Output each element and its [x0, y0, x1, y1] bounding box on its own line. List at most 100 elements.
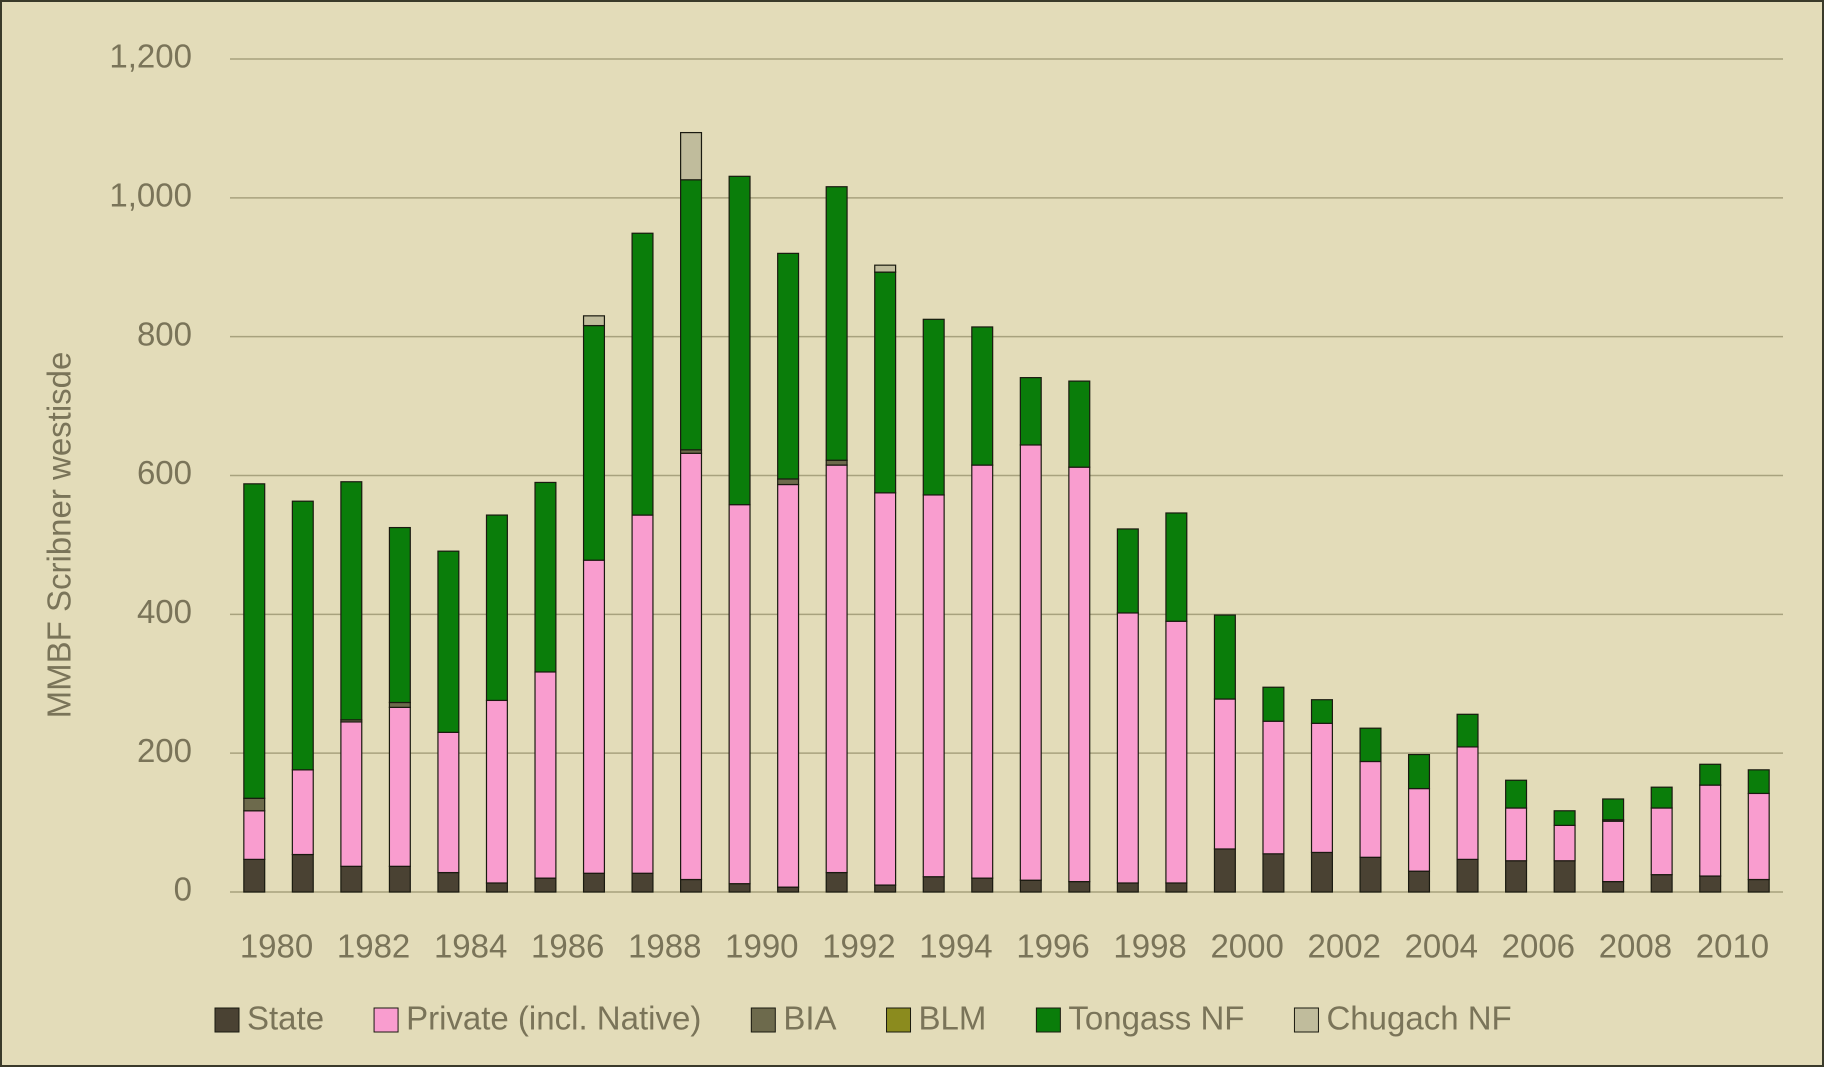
- bar-segment: [1310, 722, 1333, 854]
- bar-segment: [1553, 810, 1576, 826]
- bar-segment: [1359, 760, 1382, 858]
- bar-segment: [825, 459, 848, 466]
- bar-segment: [1699, 875, 1722, 893]
- bar-segment: [1602, 820, 1625, 883]
- bar-segment: [1553, 860, 1576, 893]
- bar-segment: [825, 464, 848, 874]
- bar-segment: [243, 797, 266, 812]
- x-tick-label: 1984: [434, 928, 507, 965]
- x-tick-label: 1982: [337, 928, 410, 965]
- bar-segment: [485, 882, 508, 893]
- bar-segment: [291, 853, 314, 893]
- legend-swatch: [373, 1007, 399, 1033]
- bar-segment: [680, 179, 703, 451]
- bar-segment: [534, 671, 557, 879]
- bar-segment: [243, 483, 266, 799]
- bar-segment: [1310, 851, 1333, 893]
- bar-segment: [340, 865, 363, 893]
- bar-segment: [1699, 763, 1722, 786]
- bar-segment: [825, 186, 848, 461]
- bar-segment: [1407, 787, 1431, 872]
- bar-segment: [1165, 620, 1188, 884]
- legend-label: Private (incl. Native): [406, 1000, 701, 1037]
- y-axis-label: MMBF Scribner westisde: [41, 352, 78, 719]
- bar-segment: [777, 483, 800, 888]
- bar-segment: [1068, 466, 1091, 883]
- bar-segment: [1650, 874, 1673, 893]
- bar-segment: [728, 504, 751, 885]
- bar-segment: [582, 324, 606, 561]
- x-tick-label: 1980: [240, 928, 313, 965]
- y-tick-label: 400: [137, 593, 192, 630]
- bar-segment: [777, 886, 800, 893]
- bar-segment: [1019, 444, 1042, 881]
- legend-swatch: [214, 1007, 240, 1033]
- bar-segment: [1456, 746, 1479, 860]
- bar-segment: [1602, 880, 1625, 893]
- bar-segment: [1505, 860, 1528, 893]
- bar-segment: [388, 865, 411, 893]
- bar-segment: [1019, 377, 1042, 446]
- bar-segment: [971, 877, 994, 893]
- bar-segment: [1650, 807, 1673, 876]
- bar-segment: [1213, 614, 1236, 700]
- y-tick-label: 200: [137, 732, 192, 769]
- bar-segment: [437, 731, 460, 874]
- bar-segment: [1310, 699, 1333, 724]
- bar-segment: [680, 452, 703, 881]
- bar-segment: [1747, 878, 1770, 893]
- bar-segment: [1359, 856, 1382, 893]
- x-tick-label: 1992: [822, 928, 895, 965]
- bar-segment: [1505, 779, 1528, 809]
- bar-segment: [582, 315, 606, 327]
- legend-swatch: [750, 1007, 776, 1033]
- bar-segment: [388, 701, 411, 708]
- bar-segment: [971, 464, 994, 879]
- legend-swatch: [886, 1007, 912, 1033]
- legend-swatch: [1035, 1007, 1061, 1033]
- bar-segment: [680, 131, 703, 181]
- bar-segment: [1116, 612, 1139, 884]
- x-tick-label: 2004: [1405, 928, 1478, 965]
- bar-segment: [825, 871, 848, 893]
- y-tick-label: 0: [174, 871, 192, 908]
- bar-segment: [1407, 870, 1431, 893]
- bar-segment: [1213, 698, 1236, 850]
- bar-segment: [680, 878, 703, 893]
- bar-segment: [874, 271, 897, 494]
- legend-swatch: [1293, 1007, 1319, 1033]
- x-tick-label: 2010: [1696, 928, 1769, 965]
- bar-segment: [1602, 798, 1625, 821]
- bar-segment: [874, 264, 897, 273]
- x-tick-label: 1988: [628, 928, 701, 965]
- bar-segment: [1019, 879, 1042, 893]
- bar-segment: [1505, 807, 1528, 862]
- bar-segment: [1407, 753, 1431, 790]
- legend-label: Tongass NF: [1068, 1000, 1244, 1037]
- bar-segment: [1068, 880, 1091, 893]
- bar-segment: [874, 492, 897, 886]
- bar-segment: [922, 876, 945, 893]
- bar-segment: [1747, 792, 1770, 881]
- bar-segment: [1747, 769, 1770, 795]
- legend-label: Chugach NF: [1326, 1000, 1511, 1037]
- bar-segment: [922, 318, 945, 496]
- bar-segment: [243, 810, 266, 860]
- bar-segment: [631, 514, 654, 874]
- x-tick-label: 2002: [1308, 928, 1381, 965]
- bar-segment: [1116, 528, 1139, 614]
- bar-segment: [728, 175, 751, 506]
- bar-segment: [291, 769, 314, 856]
- y-tick-label: 1,200: [109, 38, 192, 75]
- y-tick-label: 800: [137, 315, 192, 352]
- bar-segment: [631, 872, 654, 893]
- bar-segment: [1213, 848, 1236, 893]
- x-tick-label: 1994: [919, 928, 992, 965]
- bar-segment: [1262, 720, 1285, 855]
- bar-segment: [485, 699, 508, 884]
- bar-segment: [1068, 380, 1091, 468]
- bar-segment: [388, 526, 411, 704]
- bar-segment: [1165, 512, 1188, 622]
